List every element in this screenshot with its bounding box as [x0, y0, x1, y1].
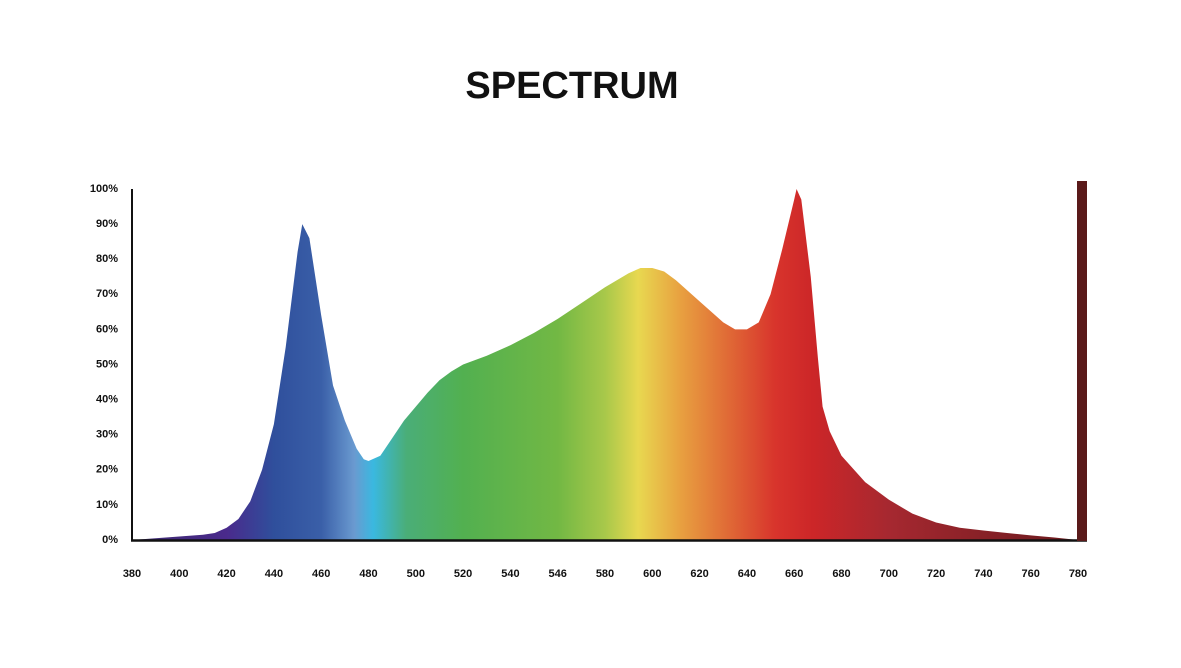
- y-tick-label: 50%: [96, 358, 118, 370]
- y-tick-label: 0%: [102, 534, 118, 546]
- x-tick-label: 380: [123, 568, 141, 580]
- x-tick-label: 546: [549, 568, 567, 580]
- right-border: [1077, 181, 1087, 541]
- x-tick-label: 640: [738, 568, 756, 580]
- x-tick-label: 620: [690, 568, 708, 580]
- x-tick-label: 700: [880, 568, 898, 580]
- x-tick-label: 520: [454, 568, 472, 580]
- x-tick-label: 680: [832, 568, 850, 580]
- spectrum-area: [132, 189, 1078, 540]
- x-tick-label: 440: [265, 568, 283, 580]
- x-tick-label: 420: [217, 568, 235, 580]
- y-tick-label: 20%: [96, 464, 118, 476]
- x-tick-label: 460: [312, 568, 330, 580]
- x-tick-label: 540: [501, 568, 519, 580]
- x-tick-label: 500: [407, 568, 425, 580]
- chart-title: SPECTRUM: [465, 65, 678, 107]
- x-tick-label: 740: [974, 568, 992, 580]
- y-tick-label: 70%: [96, 288, 118, 300]
- y-tick-label: 30%: [96, 429, 118, 441]
- x-tick-label: 760: [1022, 568, 1040, 580]
- y-tick-label: 80%: [96, 253, 118, 265]
- x-tick-label: 780: [1069, 568, 1087, 580]
- x-tick-label: 480: [359, 568, 377, 580]
- plot-area: [132, 189, 1078, 540]
- x-tick-label: 660: [785, 568, 803, 580]
- x-tick-label: 600: [643, 568, 661, 580]
- y-tick-label: 40%: [96, 394, 118, 406]
- x-tick-label: 400: [170, 568, 188, 580]
- y-tick-label: 60%: [96, 323, 118, 335]
- y-tick-label: 10%: [96, 499, 118, 511]
- x-tick-label: 720: [927, 568, 945, 580]
- x-tick-label: 580: [596, 568, 614, 580]
- y-tick-label: 90%: [96, 218, 118, 230]
- y-tick-label: 100%: [90, 183, 118, 195]
